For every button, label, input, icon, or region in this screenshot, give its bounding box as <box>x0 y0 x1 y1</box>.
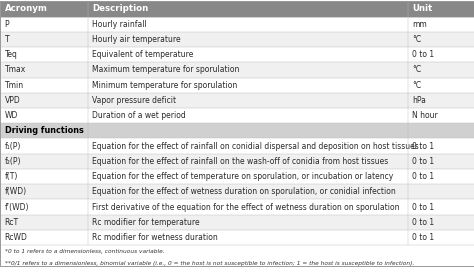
Bar <box>0 138 474 154</box>
Bar <box>0 230 474 245</box>
Text: **0/1 refers to a dimensionless, binomial variable (i.e., 0 = the host is not su: **0/1 refers to a dimensionless, binomia… <box>5 261 414 266</box>
Bar <box>0 123 474 138</box>
Text: f₂(P): f₂(P) <box>5 157 21 166</box>
Text: Hourly rainfall: Hourly rainfall <box>92 20 147 29</box>
Text: Equivalent of temperature: Equivalent of temperature <box>92 50 194 59</box>
Text: mm: mm <box>412 20 427 29</box>
Bar <box>0 200 474 215</box>
Text: Equation for the effect of rainfall on conidial dispersal and deposition on host: Equation for the effect of rainfall on c… <box>92 142 419 151</box>
Text: Acronym: Acronym <box>5 4 47 13</box>
Text: 0 to 1: 0 to 1 <box>412 203 435 212</box>
Text: *0 to 1 refers to a dimensionless, continuous variable.: *0 to 1 refers to a dimensionless, conti… <box>5 249 164 254</box>
Text: T: T <box>5 35 9 44</box>
Text: Tmin: Tmin <box>5 81 24 90</box>
Text: RcWD: RcWD <box>5 233 27 242</box>
Bar <box>0 47 474 62</box>
Text: f(WD): f(WD) <box>5 187 27 196</box>
Bar <box>0 169 474 184</box>
Bar <box>0 1 474 17</box>
Bar <box>0 93 474 108</box>
Text: Vapor pressure deficit: Vapor pressure deficit <box>92 96 176 105</box>
Text: 0 to 1: 0 to 1 <box>412 218 435 227</box>
Text: N hour: N hour <box>412 111 438 120</box>
Text: Rc modifier for wetness duration: Rc modifier for wetness duration <box>92 233 218 242</box>
Text: Minimum temperature for sporulation: Minimum temperature for sporulation <box>92 81 237 90</box>
Text: Driving functions: Driving functions <box>5 126 83 135</box>
Text: Description: Description <box>92 4 149 13</box>
Text: Equation for the effect of wetness duration on sporulation, or conidial infectio: Equation for the effect of wetness durat… <box>92 187 396 196</box>
Bar <box>0 215 474 230</box>
Text: First derivative of the equation for the effect of wetness duration on sporulati: First derivative of the equation for the… <box>92 203 400 212</box>
Text: Maximum temperature for sporulation: Maximum temperature for sporulation <box>92 66 240 75</box>
Bar <box>0 62 474 78</box>
Bar <box>0 184 474 200</box>
Text: Equation for the effect of temperature on sporulation, or incubation or latency: Equation for the effect of temperature o… <box>92 172 394 181</box>
Text: Hourly air temperature: Hourly air temperature <box>92 35 181 44</box>
Text: WD: WD <box>5 111 18 120</box>
Text: Equation for the effect of rainfall on the wash-off of conidia from host tissues: Equation for the effect of rainfall on t… <box>92 157 389 166</box>
Text: Teq: Teq <box>5 50 18 59</box>
Text: 0 to 1: 0 to 1 <box>412 157 435 166</box>
Text: f’(WD): f’(WD) <box>5 203 29 212</box>
Text: Duration of a wet period: Duration of a wet period <box>92 111 186 120</box>
Bar <box>0 108 474 123</box>
Text: 0 to 1: 0 to 1 <box>412 142 435 151</box>
Text: hPa: hPa <box>412 96 426 105</box>
Text: Tmax: Tmax <box>5 66 26 75</box>
Bar <box>0 154 474 169</box>
Bar <box>0 32 474 47</box>
Bar <box>0 17 474 32</box>
Text: 0 to 1: 0 to 1 <box>412 233 435 242</box>
Text: °C: °C <box>412 35 421 44</box>
Text: Rc modifier for temperature: Rc modifier for temperature <box>92 218 200 227</box>
Text: °C: °C <box>412 66 421 75</box>
Bar <box>0 78 474 93</box>
Text: RcT: RcT <box>5 218 19 227</box>
Text: Unit: Unit <box>412 4 433 13</box>
Text: P: P <box>5 20 9 29</box>
Text: f(T): f(T) <box>5 172 18 181</box>
Text: °C: °C <box>412 81 421 90</box>
Text: 0 to 1: 0 to 1 <box>412 50 435 59</box>
Text: 0 to 1: 0 to 1 <box>412 172 435 181</box>
Text: VPD: VPD <box>5 96 20 105</box>
Text: f₁(P): f₁(P) <box>5 142 21 151</box>
